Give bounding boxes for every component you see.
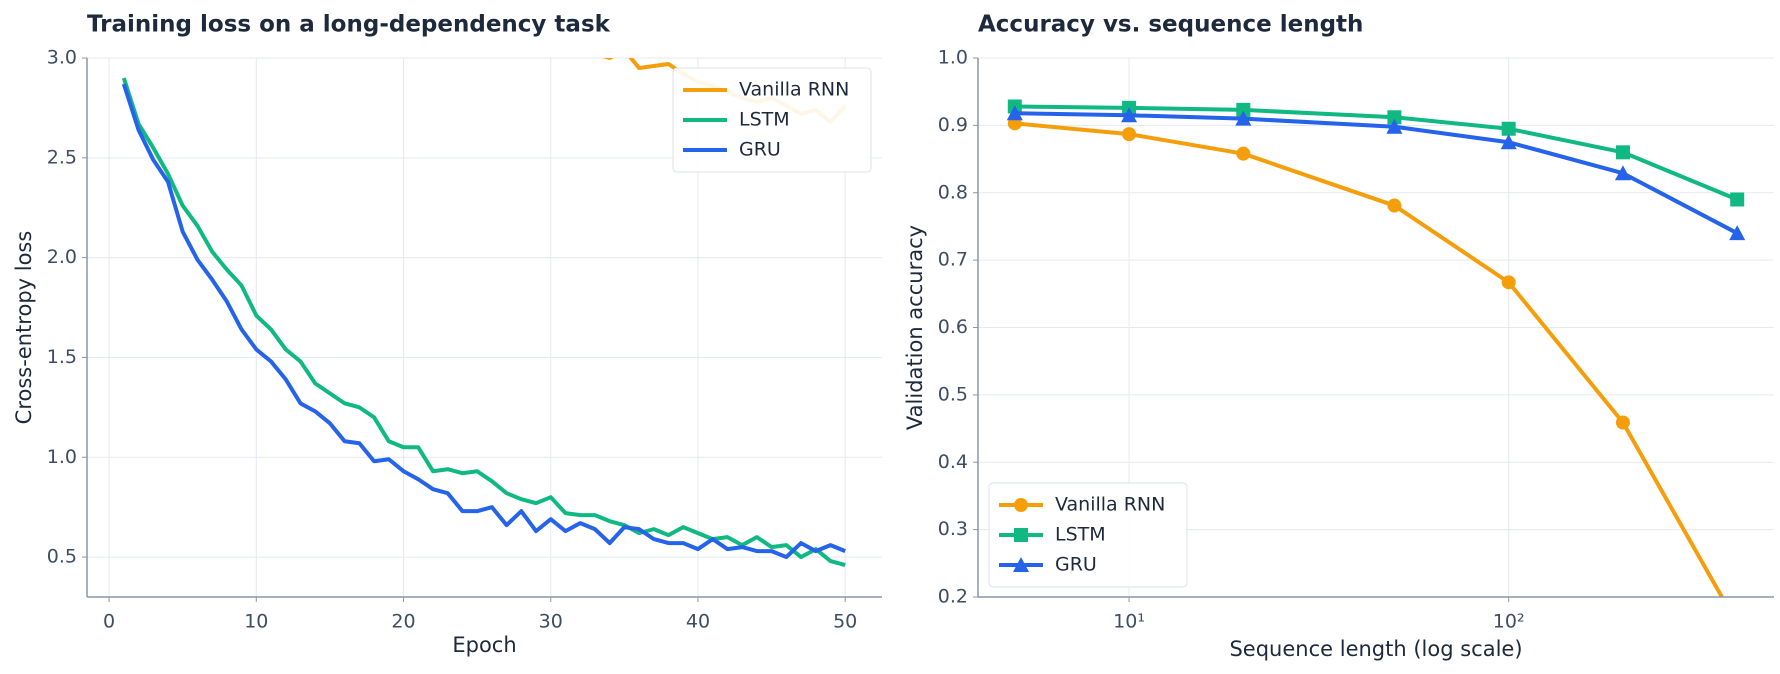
y-tick-label: 1.0 (47, 446, 77, 468)
x-tick-label: 30 (539, 611, 563, 633)
chart-title: Training loss on a long-dependency task (87, 12, 611, 38)
plot-area (1006, 99, 1746, 631)
marker (1501, 275, 1516, 290)
legend-label: Vanilla RNN (739, 79, 849, 101)
marker (1730, 192, 1745, 207)
x-tick-label: 40 (686, 611, 710, 633)
marker (1121, 107, 1138, 123)
legend: Vanilla RNN LSTM GRU (988, 482, 1188, 588)
y-tick-label: 0.9 (938, 114, 968, 136)
marker (1236, 102, 1251, 117)
y-tick-label: 3.0 (47, 47, 77, 69)
marker (1006, 105, 1023, 121)
x-axis-label: Sequence length (log scale) (1229, 637, 1522, 661)
y-axis-label: Validation accuracy (903, 225, 927, 430)
y-tick-label: 0.7 (938, 249, 968, 271)
marker (1615, 415, 1630, 430)
marker (1013, 557, 1029, 572)
chart-title: Accuracy vs. sequence length (978, 12, 1363, 38)
legend-label: GRU (739, 139, 781, 161)
y-tick-label: 0.8 (938, 181, 968, 203)
marker (1236, 146, 1251, 161)
y-tick-label: 2.0 (47, 246, 77, 268)
y-tick-label: 0.5 (938, 383, 968, 405)
legend-box (672, 67, 872, 173)
legend-label: GRU (1055, 554, 1097, 576)
y-tick-label: 1.5 (47, 346, 77, 368)
y-tick-label: 0.3 (938, 518, 968, 540)
x-tick-label: 10² (1493, 611, 1525, 633)
legend-label: LSTM (739, 109, 790, 131)
x-tick-label: 0 (103, 611, 115, 633)
x-tick-label: 10¹ (1113, 611, 1145, 633)
marker (1730, 617, 1744, 631)
marker (1615, 145, 1630, 160)
marker (1501, 121, 1516, 136)
marker (1387, 110, 1402, 125)
legend: Vanilla RNN LSTM GRU (672, 67, 872, 173)
marker (1014, 498, 1028, 512)
marker (1387, 198, 1402, 213)
y-tick-label: 1.0 (938, 47, 968, 69)
x-tick-label: 50 (833, 611, 857, 633)
series-line (121, 83, 846, 560)
x-tick-label: 10 (244, 611, 268, 633)
y-tick-label: 2.5 (47, 146, 77, 168)
marker (1014, 528, 1028, 542)
y-tick-label: 0.2 (938, 586, 968, 608)
legend-box (988, 482, 1188, 588)
y-tick-label: 0.4 (938, 451, 968, 473)
marker (1614, 165, 1631, 181)
chart: Training loss on a long-dependency task E… (12, 12, 882, 657)
x-tick-label: 20 (391, 611, 415, 633)
y-tick-label: 0.5 (47, 546, 77, 568)
y-axis-label: Cross-entropy loss (12, 231, 36, 425)
x-axis-label: Epoch (452, 633, 516, 657)
marker (1729, 225, 1746, 241)
marker (1500, 134, 1517, 150)
marker (1235, 110, 1252, 126)
marker (1122, 127, 1137, 142)
legend-label: LSTM (1055, 524, 1106, 546)
marker (1386, 118, 1403, 134)
legend-label: Vanilla RNN (1055, 494, 1165, 516)
series-line (121, 77, 846, 567)
chart: Accuracy vs. sequence length Sequence len… (903, 12, 1774, 661)
y-tick-label: 0.6 (938, 316, 968, 338)
